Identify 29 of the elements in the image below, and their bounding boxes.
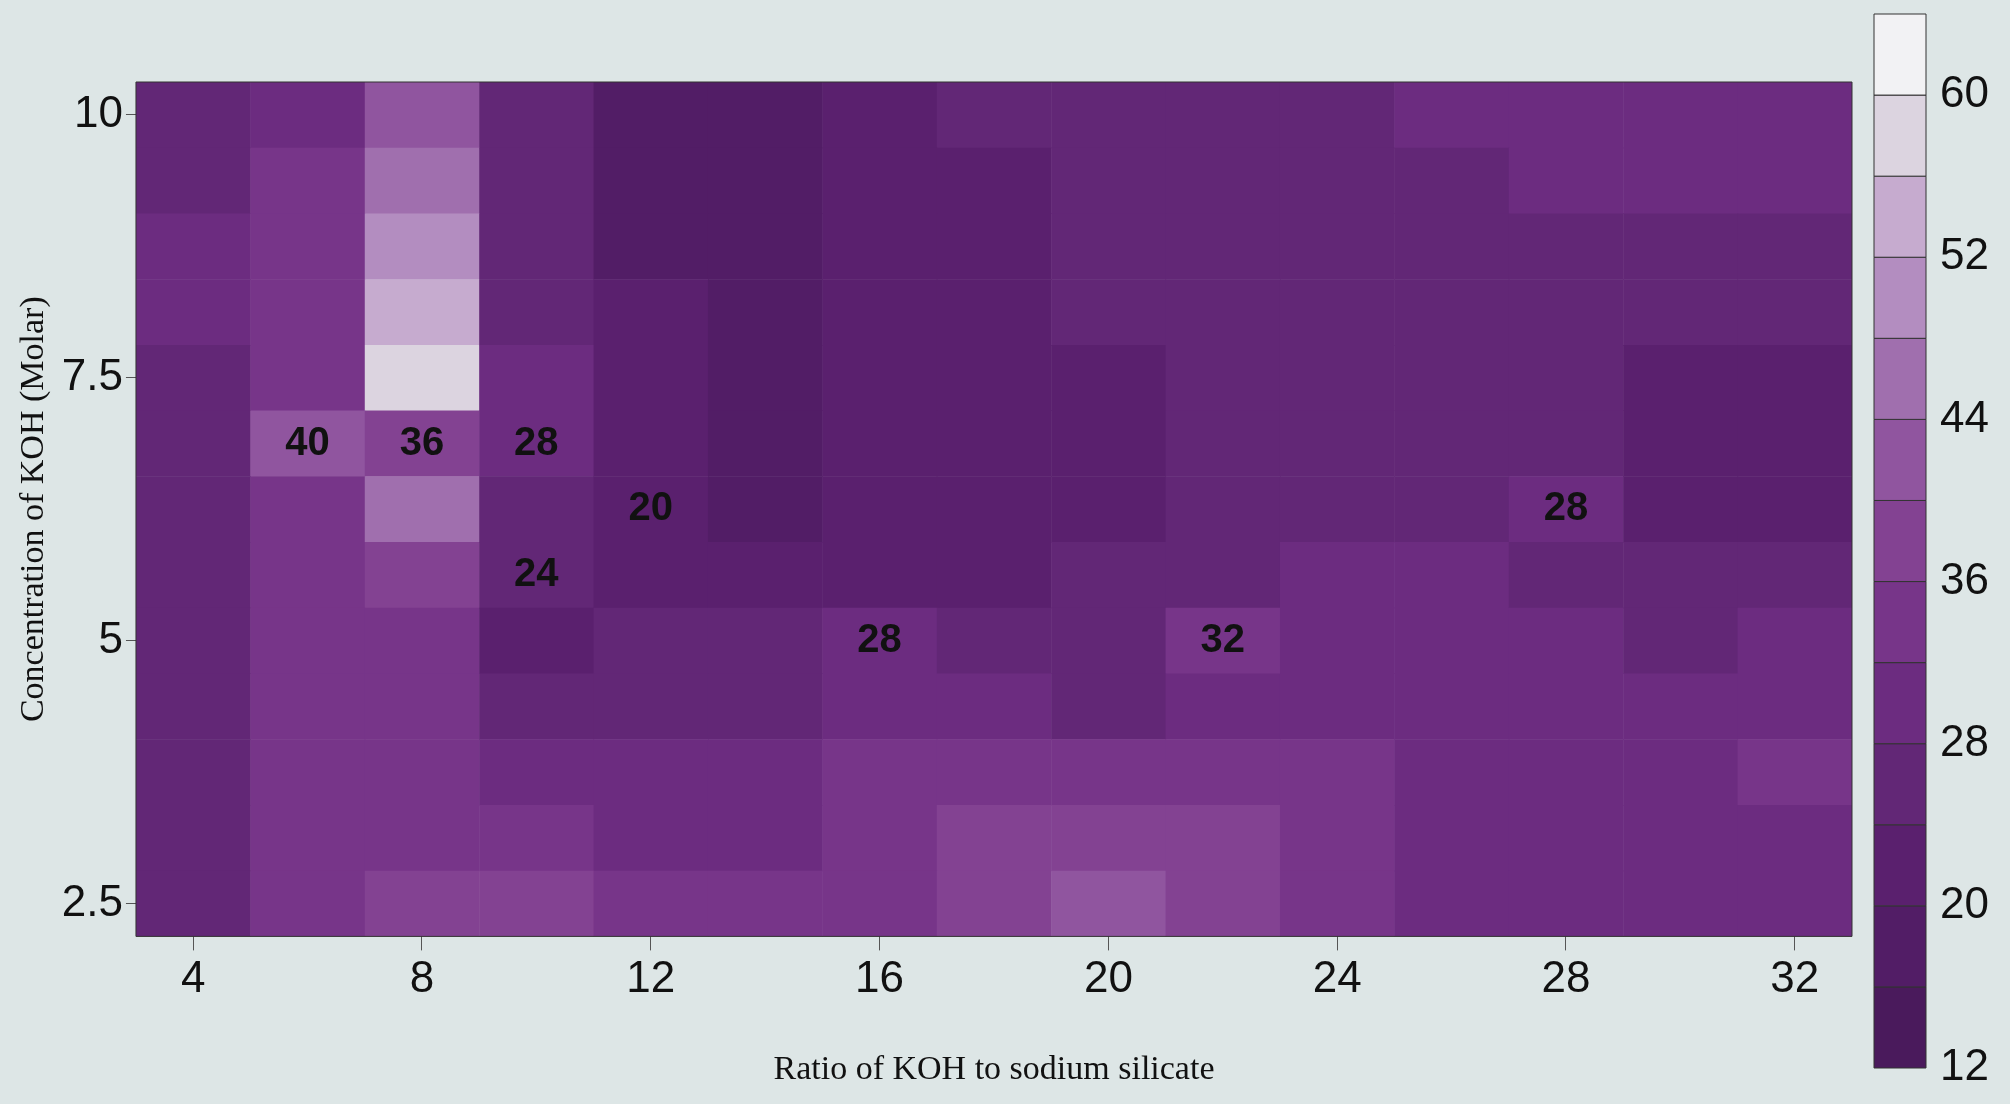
x-tick-label: 8: [409, 951, 435, 1001]
color-bar-label: 20: [1940, 877, 1989, 927]
data-label: 28: [857, 615, 902, 660]
x-tick-label: 24: [1312, 951, 1362, 1001]
x-tick-label: 16: [855, 951, 905, 1001]
x-tick-label: 32: [1770, 951, 1820, 1001]
data-label: 28: [1543, 484, 1589, 529]
data-label: 32: [1200, 615, 1246, 660]
color-bar-label: 44: [1940, 391, 1989, 441]
y-tick-label: 5: [98, 612, 123, 662]
y-tick-label: 2.5: [61, 875, 123, 925]
x-tick-label: 12: [626, 951, 676, 1001]
color-bar-label: 60: [1940, 67, 1989, 117]
x-tick-label: 4: [180, 951, 206, 1001]
y-axis-title: Concentration of KOH (Molar): [13, 296, 52, 723]
data-label: 36: [399, 418, 445, 463]
y-tick-label: 7.5: [61, 349, 123, 399]
data-label: 24: [514, 549, 560, 594]
color-bar-label: 12: [1940, 1040, 1989, 1090]
data-label: 20: [628, 484, 674, 529]
x-tick-label: 20: [1083, 951, 1133, 1001]
data-label: 40: [285, 418, 330, 463]
x-axis-title: Ratio of KOH to sodium silicate: [773, 1048, 1215, 1086]
y-tick-label: 10: [74, 87, 123, 136]
data-label: 28: [514, 418, 559, 463]
color-bar-label: 52: [1940, 229, 1989, 279]
color-bar-label: 28: [1940, 715, 1989, 765]
x-tick-label: 28: [1541, 951, 1591, 1001]
color-bar-label: 36: [1940, 553, 1989, 603]
